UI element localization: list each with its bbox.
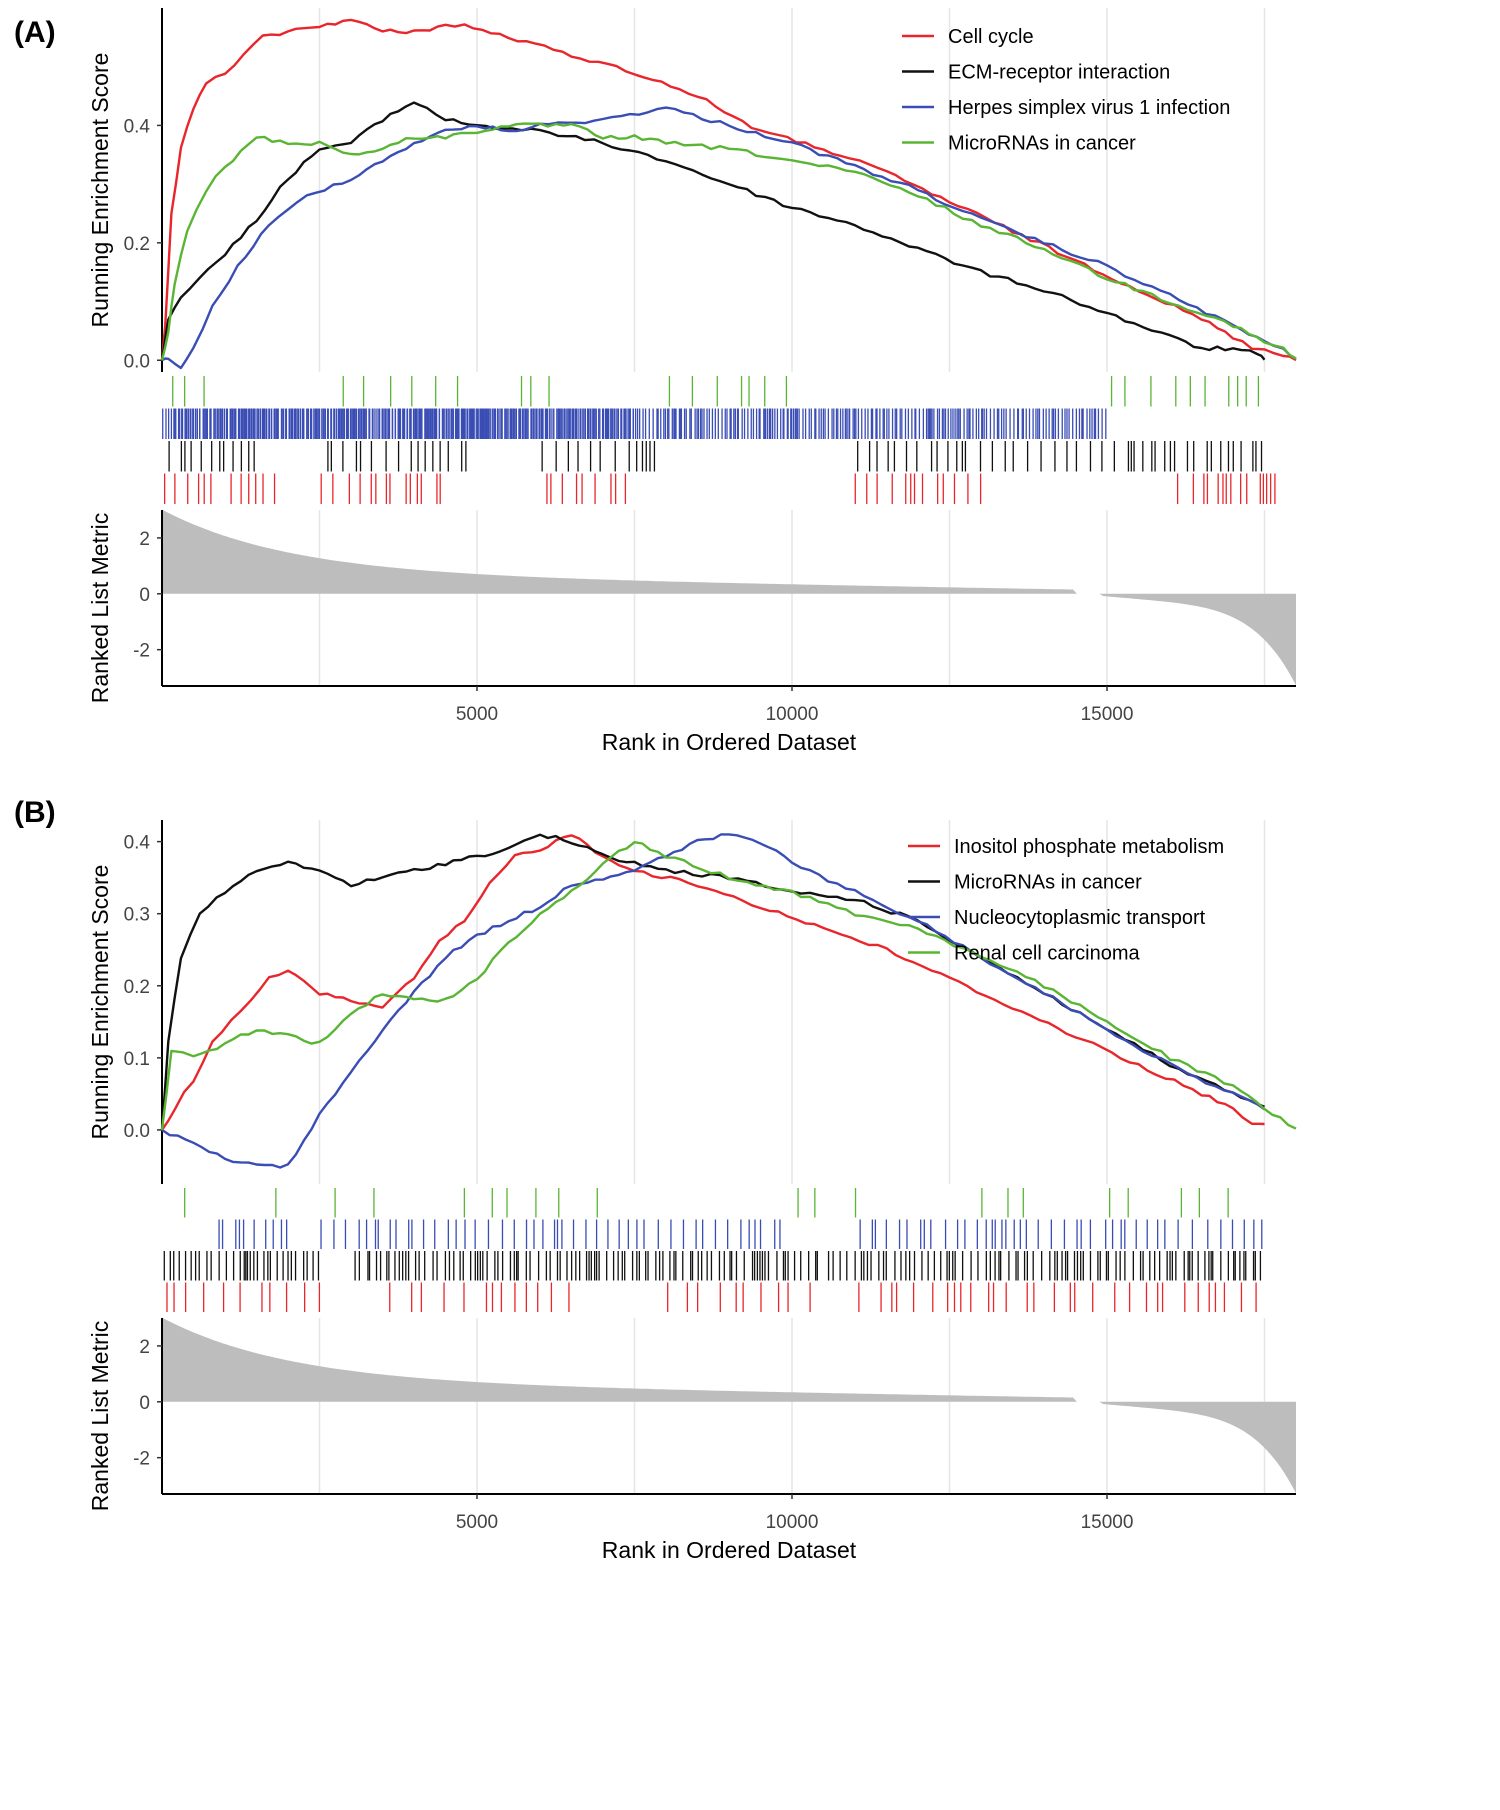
es-y-tick-label: 0.0 [124,1121,150,1142]
legend-label: MicroRNAs in cancer [954,872,1142,894]
x-tick-label: 10000 [766,704,819,725]
metric-y-tick-label: -2 [133,641,150,662]
legend-label: Cell cycle [948,26,1034,48]
metric-y-tick-label: 2 [139,529,150,550]
es-line-red [161,834,1265,1131]
ranked-metric-area [162,1317,1296,1494]
legend-label: Renal cell carcinoma [954,943,1141,965]
legend-label: Inositol phosphate metabolism [954,836,1224,858]
es-line-black [160,101,1266,361]
x-tick-label: 5000 [456,1512,498,1533]
panel-label: (A) [14,16,56,49]
es-y-axis-label: Running Enrichment Score [87,53,113,328]
es-y-tick-label: 0.4 [124,116,151,137]
metric-y-axis-label: Ranked List Metric [87,1321,113,1511]
es-line-green [160,841,1297,1131]
x-axis-label: Rank in Ordered Dataset [602,1537,857,1563]
es-y-tick-label: 0.2 [124,234,150,255]
es-y-tick-label: 0.0 [124,351,150,372]
legend-label: Nucleocytoplasmic transport [954,907,1206,929]
legend-label: MicroRNAs in cancer [948,133,1136,155]
ranked-metric-area [162,509,1296,686]
metric-y-tick-label: 2 [139,1337,150,1358]
x-tick-label: 10000 [766,1512,819,1533]
legend-label: ECM-receptor interaction [948,62,1170,84]
metric-y-tick-label: -2 [133,1449,150,1470]
x-axis-label: Rank in Ordered Dataset [602,729,857,755]
x-tick-label: 15000 [1081,704,1134,725]
x-tick-label: 15000 [1081,1512,1134,1533]
panel-label: (B) [14,796,56,829]
legend-label: Herpes simplex virus 1 infection [948,97,1230,119]
metric-y-tick-label: 0 [139,1393,150,1414]
es-y-tick-label: 0.3 [124,905,150,926]
metric-y-tick-label: 0 [139,585,150,606]
es-line-green [160,122,1297,361]
es-line-blue [161,106,1297,370]
es-y-axis-label: Running Enrichment Score [87,865,113,1140]
es-line-blue [161,833,1266,1169]
panel-a: (A) 0.0 0.2 0.4 Running Enrichment Score 2 0 -2… [14,8,1297,755]
panel-b: (B) 0.0 0.1 0.2 0.3 0.4 Running Enrichment Sco… [14,796,1297,1563]
x-tick-label: 5000 [456,704,498,725]
es-y-tick-label: 0.2 [124,977,150,998]
es-y-tick-label: 0.1 [124,1049,150,1070]
es-line-red [160,18,1297,362]
metric-y-axis-label: Ranked List Metric [87,513,113,703]
es-y-tick-label: 0.4 [124,833,151,854]
